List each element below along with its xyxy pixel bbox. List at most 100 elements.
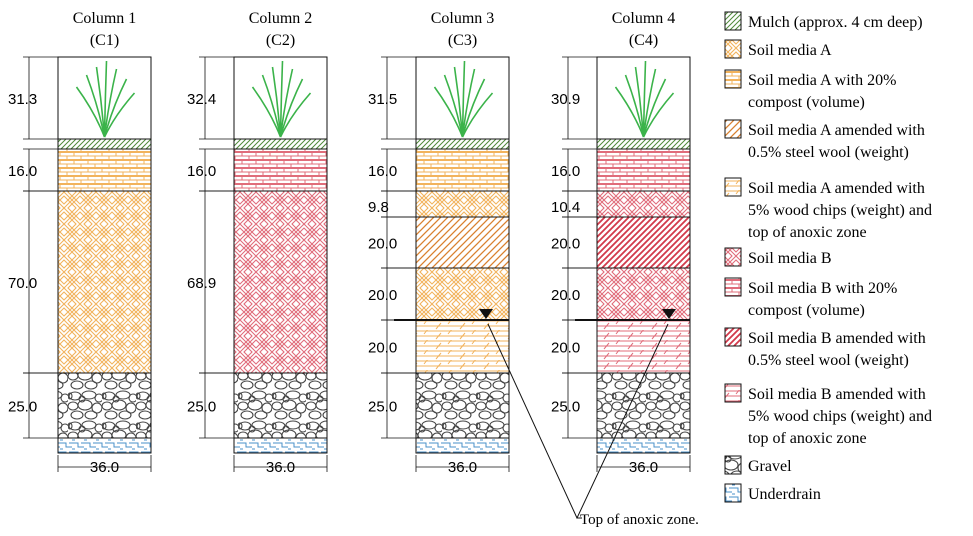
layer-underdrain xyxy=(57,437,152,454)
layer-mulch xyxy=(415,138,510,150)
legend-item-soilA-steel: Soil media A amended with 0.5% steel wool… xyxy=(724,119,925,161)
thickness-label: 25.0 xyxy=(551,399,580,416)
legend-item-soilB-compost: Soil media B with 20% compost (volume) xyxy=(724,277,897,319)
width-label: 36.0 xyxy=(90,459,119,476)
legend-label: Soil media A with 20% xyxy=(748,72,896,89)
layer-soilA-steel xyxy=(415,216,510,269)
legend-label: Underdrain xyxy=(748,486,821,503)
layer-gravel xyxy=(596,372,691,439)
layer-soilB xyxy=(596,190,691,218)
column-2-subtitle: (C2) xyxy=(266,32,295,49)
layer-underdrain xyxy=(596,437,691,454)
layer-soilA-compost xyxy=(57,148,152,192)
thickness-label: 20.0 xyxy=(368,340,397,357)
legend-label: top of anoxic zone xyxy=(748,224,867,241)
width-dimension-line xyxy=(415,455,510,472)
thickness-label: 16.0 xyxy=(187,163,216,180)
thickness-label: 30.9 xyxy=(551,91,580,108)
legend-label: compost (volume) xyxy=(748,302,865,319)
legend-label: Soil media B with 20% xyxy=(748,280,897,297)
legend-item-mulch: Mulch (approx. 4 cm deep) xyxy=(724,11,923,31)
layer-soilA xyxy=(415,267,510,321)
legend-label: top of anoxic zone xyxy=(748,430,867,447)
anoxic-annotation-label: Top of anoxic zone. xyxy=(580,512,699,528)
thickness-label: 25.0 xyxy=(187,399,216,416)
water-level-marker xyxy=(479,309,493,319)
legend-swatch xyxy=(724,69,742,89)
legend-swatch xyxy=(724,277,742,297)
legend-label: Soil media A amended with xyxy=(748,180,925,197)
plant-icon xyxy=(251,60,312,138)
thickness-label: 25.0 xyxy=(8,399,37,416)
legend-item-gravel: Gravel xyxy=(724,455,792,475)
legend-swatch xyxy=(724,483,742,503)
layer-soilB-wood xyxy=(596,319,691,374)
anoxic-leader-line-c3 xyxy=(487,323,578,519)
width-label: 36.0 xyxy=(266,459,295,476)
column-3-subtitle: (C3) xyxy=(448,32,477,49)
layer-mulch xyxy=(57,138,152,150)
legend-item-soilB-wood: Soil media B amended with 5% wood chips (… xyxy=(724,383,932,447)
layer-soilA-compost xyxy=(415,148,510,192)
thickness-label: 16.0 xyxy=(551,163,580,180)
plant-icon xyxy=(75,60,136,138)
column-2: Column 2 (C2) 32.4 16.0 68.9 25.0 36.0 xyxy=(187,10,328,476)
legend-label: compost (volume) xyxy=(748,94,865,111)
column-4-title: Column 4 xyxy=(612,10,676,27)
anoxic-leader-line-c4 xyxy=(576,323,669,519)
column-1-subtitle: (C1) xyxy=(90,32,119,49)
layer-soilB xyxy=(596,267,691,321)
column-1-title: Column 1 xyxy=(73,10,137,27)
layer-underdrain xyxy=(233,437,328,454)
column-3: Column 3 (C3) 31.5 16.0 9.8 20.0 20.0 20.0 25.0 3… xyxy=(368,10,510,476)
thickness-label: 10.4 xyxy=(551,199,580,216)
column-4-subtitle: (C4) xyxy=(629,32,658,49)
legend-item-soilA-wood: Soil media A amended with 5% wood chips (… xyxy=(724,177,932,241)
water-level-marker xyxy=(662,309,676,319)
legend-label: 0.5% steel wool (weight) xyxy=(748,352,909,369)
layer-underdrain xyxy=(415,437,510,454)
column-1: Column 1 (C1) 31.3 16.0 70.0 25.0 36.0 xyxy=(8,10,152,476)
layer-gravel xyxy=(233,372,328,439)
thickness-label: 20.0 xyxy=(551,236,580,253)
legend-swatch xyxy=(724,455,742,475)
legend-item-underdrain: Underdrain xyxy=(724,483,821,503)
legend-item-soilA: Soil media A xyxy=(724,39,832,59)
legend-label: Soil media B xyxy=(748,250,832,267)
thickness-label: 20.0 xyxy=(368,236,397,253)
layer-mulch xyxy=(596,138,691,150)
plant-icon xyxy=(614,60,675,138)
width-label: 36.0 xyxy=(448,459,477,476)
thickness-label: 68.9 xyxy=(187,275,216,292)
thickness-label: 25.0 xyxy=(368,399,397,416)
legend-label: Soil media A xyxy=(748,42,832,59)
legend: Mulch (approx. 4 cm deep) Soil media A Soi… xyxy=(724,11,932,503)
width-dimension-line xyxy=(596,455,691,472)
layer-soilB xyxy=(233,190,328,374)
layer-soilA xyxy=(415,190,510,218)
thickness-label: 31.5 xyxy=(368,91,397,108)
legend-swatch xyxy=(724,247,742,267)
thickness-label: 9.8 xyxy=(368,199,389,216)
legend-swatch xyxy=(724,383,742,403)
thickness-label: 70.0 xyxy=(8,275,37,292)
column-3-title: Column 3 xyxy=(431,10,495,27)
legend-label: 0.5% steel wool (weight) xyxy=(748,144,909,161)
thickness-label: 20.0 xyxy=(368,287,397,304)
legend-swatch xyxy=(724,327,742,347)
thickness-label: 31.3 xyxy=(8,91,37,108)
legend-label: Soil media B amended with xyxy=(748,330,926,347)
width-dimension-line xyxy=(233,455,328,472)
plant-icon xyxy=(433,60,494,138)
legend-label: Mulch (approx. 4 cm deep) xyxy=(748,14,923,31)
legend-item-soilA-compost: Soil media A with 20% compost (volume) xyxy=(724,69,896,111)
layer-soilA-wood xyxy=(415,319,510,374)
legend-label: Soil media B amended with xyxy=(748,386,926,403)
layer-soilB-compost xyxy=(233,148,328,192)
thickness-label: 16.0 xyxy=(8,163,37,180)
layer-soilB-steel xyxy=(596,216,691,269)
layer-soilB-compost xyxy=(596,148,691,192)
legend-label: 5% wood chips (weight) and xyxy=(748,408,932,425)
